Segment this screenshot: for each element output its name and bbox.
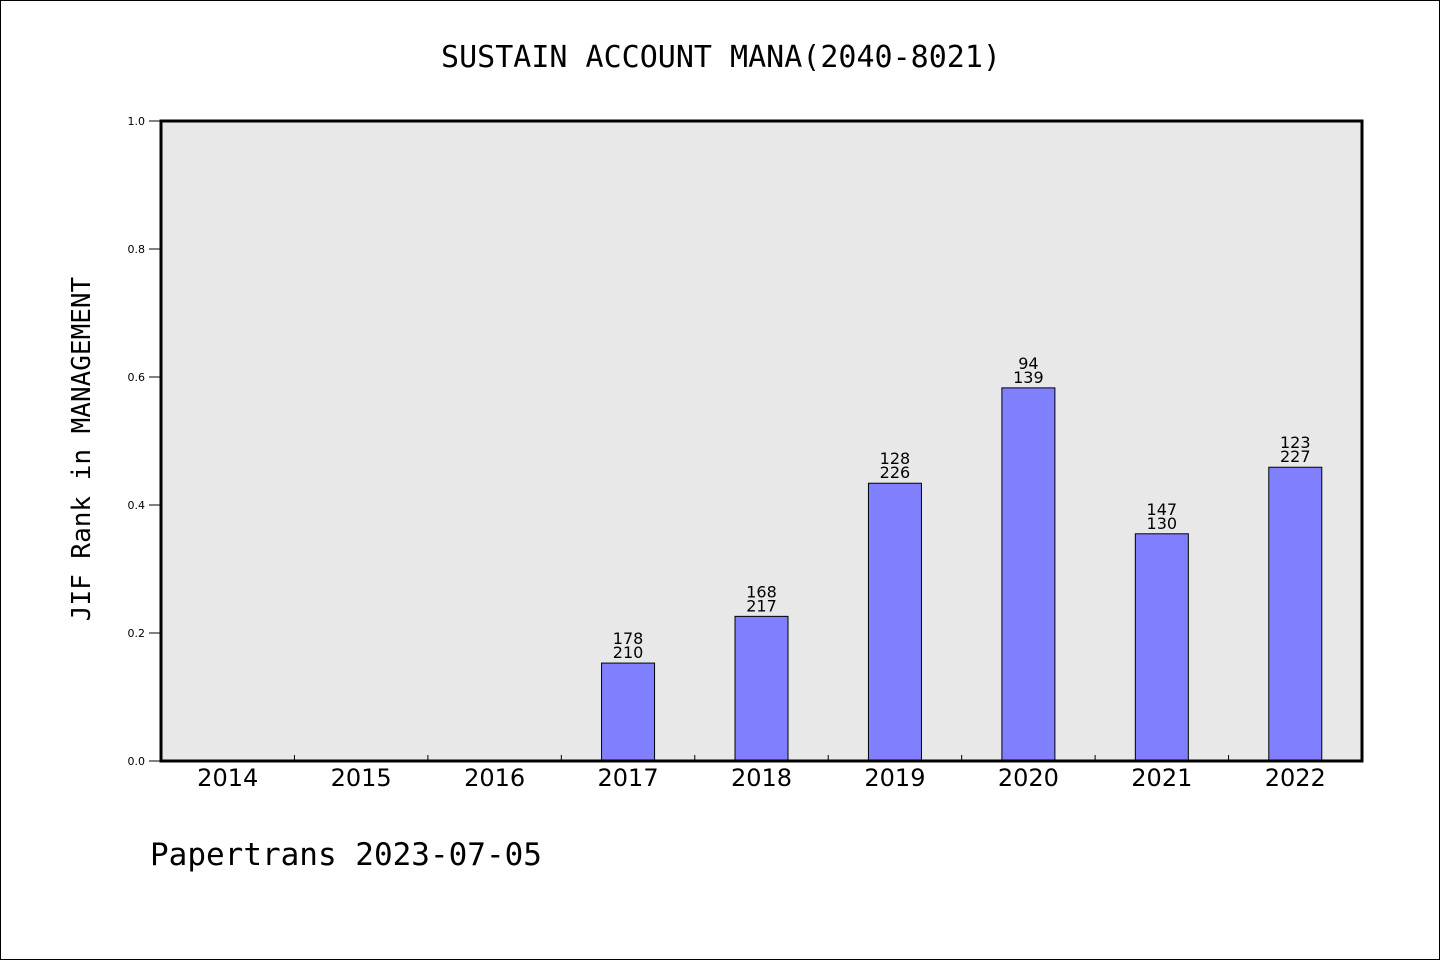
x-tick-label: 2022 [1265, 764, 1326, 792]
bar-label-bottom: 210 [613, 643, 644, 662]
x-axis-ticks: 2014 2015 2016 2017 2018 2019 2020 2021 2022 [197, 755, 1326, 792]
y-axis-ticks: 0.0 0.2 0.4 0.6 0.8 1.0 [128, 115, 161, 768]
bar-2018 [734, 615, 789, 762]
y-tick-label: 1.0 [128, 115, 146, 128]
x-tick-label: 2021 [1131, 764, 1192, 792]
bar-2020 [1001, 387, 1056, 762]
bar-label-top: 147 [1147, 500, 1178, 519]
y-axis-label: JIF Rank in MANAGEMENT [67, 276, 97, 621]
bar-label-top: 123 [1280, 433, 1311, 452]
bar-label-top: 94 [1018, 354, 1038, 373]
y-tick-label: 0.4 [128, 499, 146, 512]
bar-label-top: 128 [880, 449, 911, 468]
x-tick-label: 2020 [998, 764, 1059, 792]
footer-credit: Papertrans 2023-07-05 [150, 837, 542, 873]
bar-label-top: 168 [746, 582, 777, 601]
bar-2021 [1134, 533, 1189, 762]
x-tick-label: 2014 [197, 764, 258, 792]
bar-label-bottom: 217 [746, 596, 777, 615]
y-tick-label: 0.0 [128, 755, 146, 768]
bar-2019 [867, 482, 922, 762]
chart-title: SUSTAIN ACCOUNT MANA(2040-8021) [441, 40, 1001, 75]
x-tick-label: 2016 [464, 764, 525, 792]
bar-label-top: 178 [613, 629, 644, 648]
x-tick-label: 2019 [864, 764, 925, 792]
y-tick-label: 0.6 [128, 371, 146, 384]
y-tick-label: 0.8 [128, 243, 146, 256]
bar-2022 [1268, 466, 1323, 762]
y-tick-label: 0.2 [128, 627, 146, 640]
x-tick-label: 2018 [731, 764, 792, 792]
bar-label-bottom: 139 [1013, 368, 1044, 387]
x-tick-label: 2017 [598, 764, 659, 792]
x-tick-label: 2015 [331, 764, 392, 792]
plot-border [159, 119, 1364, 763]
bar-2017 [601, 662, 656, 762]
bar-label-bottom: 130 [1147, 514, 1178, 533]
bar-label-bottom: 227 [1280, 447, 1311, 466]
bar-label-bottom: 226 [880, 463, 911, 482]
